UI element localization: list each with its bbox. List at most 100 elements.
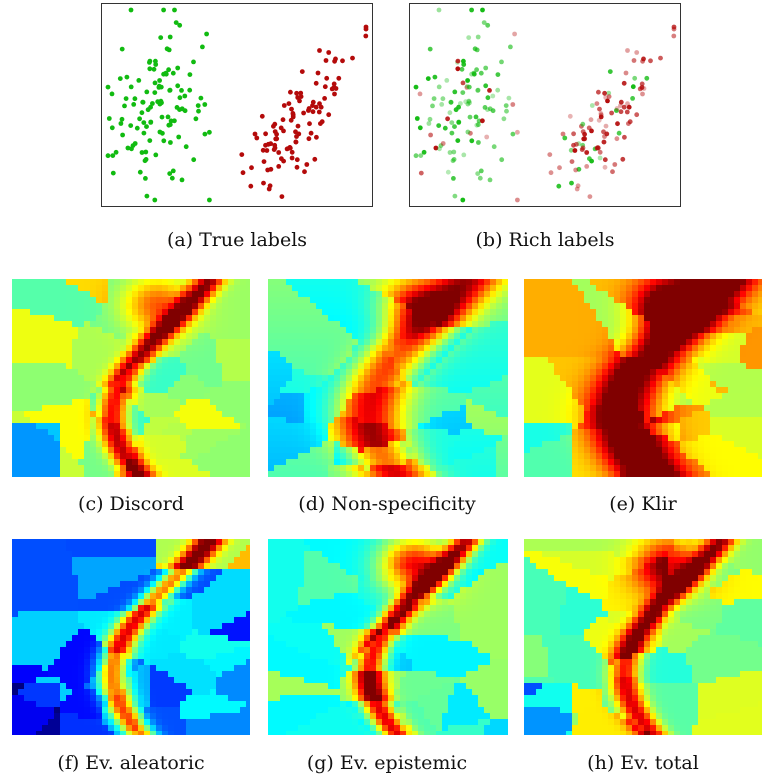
red-point: [265, 148, 270, 153]
red-point: [318, 121, 323, 126]
red-point: [267, 187, 272, 192]
green-point: [161, 138, 166, 143]
green-point: [110, 92, 115, 97]
red-point: [336, 76, 341, 81]
rich-label-point: [610, 169, 615, 174]
green-point: [172, 118, 177, 123]
green-point: [129, 8, 134, 13]
rich-label-point: [612, 162, 617, 167]
red-point: [309, 131, 314, 136]
rich-label-point: [418, 92, 423, 97]
rich-label-point: [483, 105, 488, 110]
rich-label-point: [432, 96, 437, 101]
green-point: [161, 72, 166, 77]
green-point: [196, 109, 201, 114]
caption-e: (e) Klir: [524, 493, 762, 515]
rich-label-point: [467, 85, 472, 90]
green-point: [106, 85, 111, 90]
green-point: [180, 178, 185, 183]
rich-label-point: [640, 82, 645, 87]
rich-label-point: [603, 165, 608, 170]
rich-label-point: [597, 107, 602, 112]
green-point: [166, 115, 171, 120]
rich-label-point: [484, 135, 489, 140]
red-point: [295, 95, 300, 100]
rich-label-point: [456, 59, 461, 64]
rich-label-point: [448, 100, 453, 105]
green-point: [200, 45, 205, 50]
rich-label-point: [475, 88, 480, 93]
red-point: [316, 71, 321, 76]
green-point: [152, 198, 157, 203]
red-point: [319, 105, 324, 110]
rich-label-point: [419, 171, 424, 176]
rich-label-point: [570, 159, 575, 164]
red-point: [300, 69, 305, 74]
red-point: [311, 109, 316, 114]
caption-c: (c) Discord: [12, 493, 250, 515]
red-point: [314, 135, 319, 140]
rich-label-point: [480, 118, 485, 123]
rich-label-point: [596, 146, 601, 151]
rich-label-point: [461, 62, 466, 67]
rich-label-point: [487, 88, 492, 93]
rich-label-point: [426, 76, 431, 81]
green-point: [136, 78, 141, 83]
red-point: [272, 122, 277, 127]
red-point: [332, 92, 337, 97]
rich-label-point: [512, 32, 517, 37]
rich-label-point: [461, 153, 466, 158]
green-point: [167, 88, 172, 93]
rich-label-point: [452, 90, 457, 95]
rich-label-point: [672, 27, 677, 32]
rich-label-point: [414, 153, 419, 158]
rich-label-point: [488, 106, 493, 111]
scatter-rich-labels: [409, 3, 681, 207]
red-point: [324, 58, 329, 63]
rich-label-point: [418, 125, 423, 130]
rich-label-point: [549, 170, 554, 175]
caption-a: (a) True labels: [101, 229, 373, 251]
rich-label-point: [475, 171, 480, 176]
rich-label-point: [488, 178, 493, 183]
scatter-true-labels-plot: [102, 4, 372, 206]
rich-label-point: [469, 8, 474, 13]
rich-label-point: [622, 81, 627, 86]
green-point: [128, 123, 133, 128]
rich-label-point: [511, 132, 516, 137]
rich-label-point: [597, 118, 602, 123]
green-point: [120, 133, 125, 138]
red-point: [334, 86, 339, 91]
rich-label-point: [428, 133, 433, 138]
green-point: [175, 66, 180, 71]
green-point: [184, 144, 189, 149]
rich-label-point: [671, 34, 676, 39]
red-point: [276, 164, 281, 169]
scatter-rich-labels-plot: [410, 4, 680, 206]
rich-label-point: [587, 126, 592, 131]
red-point: [363, 34, 368, 39]
green-point: [202, 102, 207, 107]
rich-label-point: [422, 150, 427, 155]
rich-label-point: [603, 95, 608, 100]
rich-label-point: [483, 66, 488, 71]
rich-label-point: [483, 83, 488, 88]
rich-label-point: [602, 134, 607, 139]
green-point: [120, 117, 125, 122]
green-point: [140, 110, 145, 115]
rich-label-point: [428, 117, 433, 122]
rich-label-point: [627, 105, 632, 110]
rich-label-point: [619, 109, 624, 114]
rich-label-point: [451, 158, 456, 163]
rich-label-point: [415, 116, 420, 121]
red-point: [260, 114, 265, 119]
red-point: [279, 126, 284, 131]
red-point: [294, 140, 299, 145]
rich-label-point: [568, 114, 573, 119]
map-ev-aleatoric-heatmap: [12, 539, 250, 735]
red-point: [282, 103, 287, 108]
green-point: [194, 116, 199, 121]
rich-label-point: [458, 101, 463, 106]
red-point: [314, 81, 319, 86]
red-point: [290, 156, 295, 161]
